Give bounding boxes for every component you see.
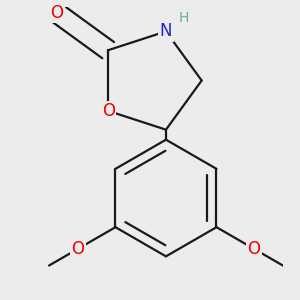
Text: O: O <box>50 4 64 22</box>
Text: O: O <box>102 102 115 120</box>
Text: O: O <box>71 240 84 258</box>
Text: H: H <box>179 11 190 25</box>
Text: O: O <box>248 240 260 258</box>
Text: N: N <box>160 22 172 40</box>
